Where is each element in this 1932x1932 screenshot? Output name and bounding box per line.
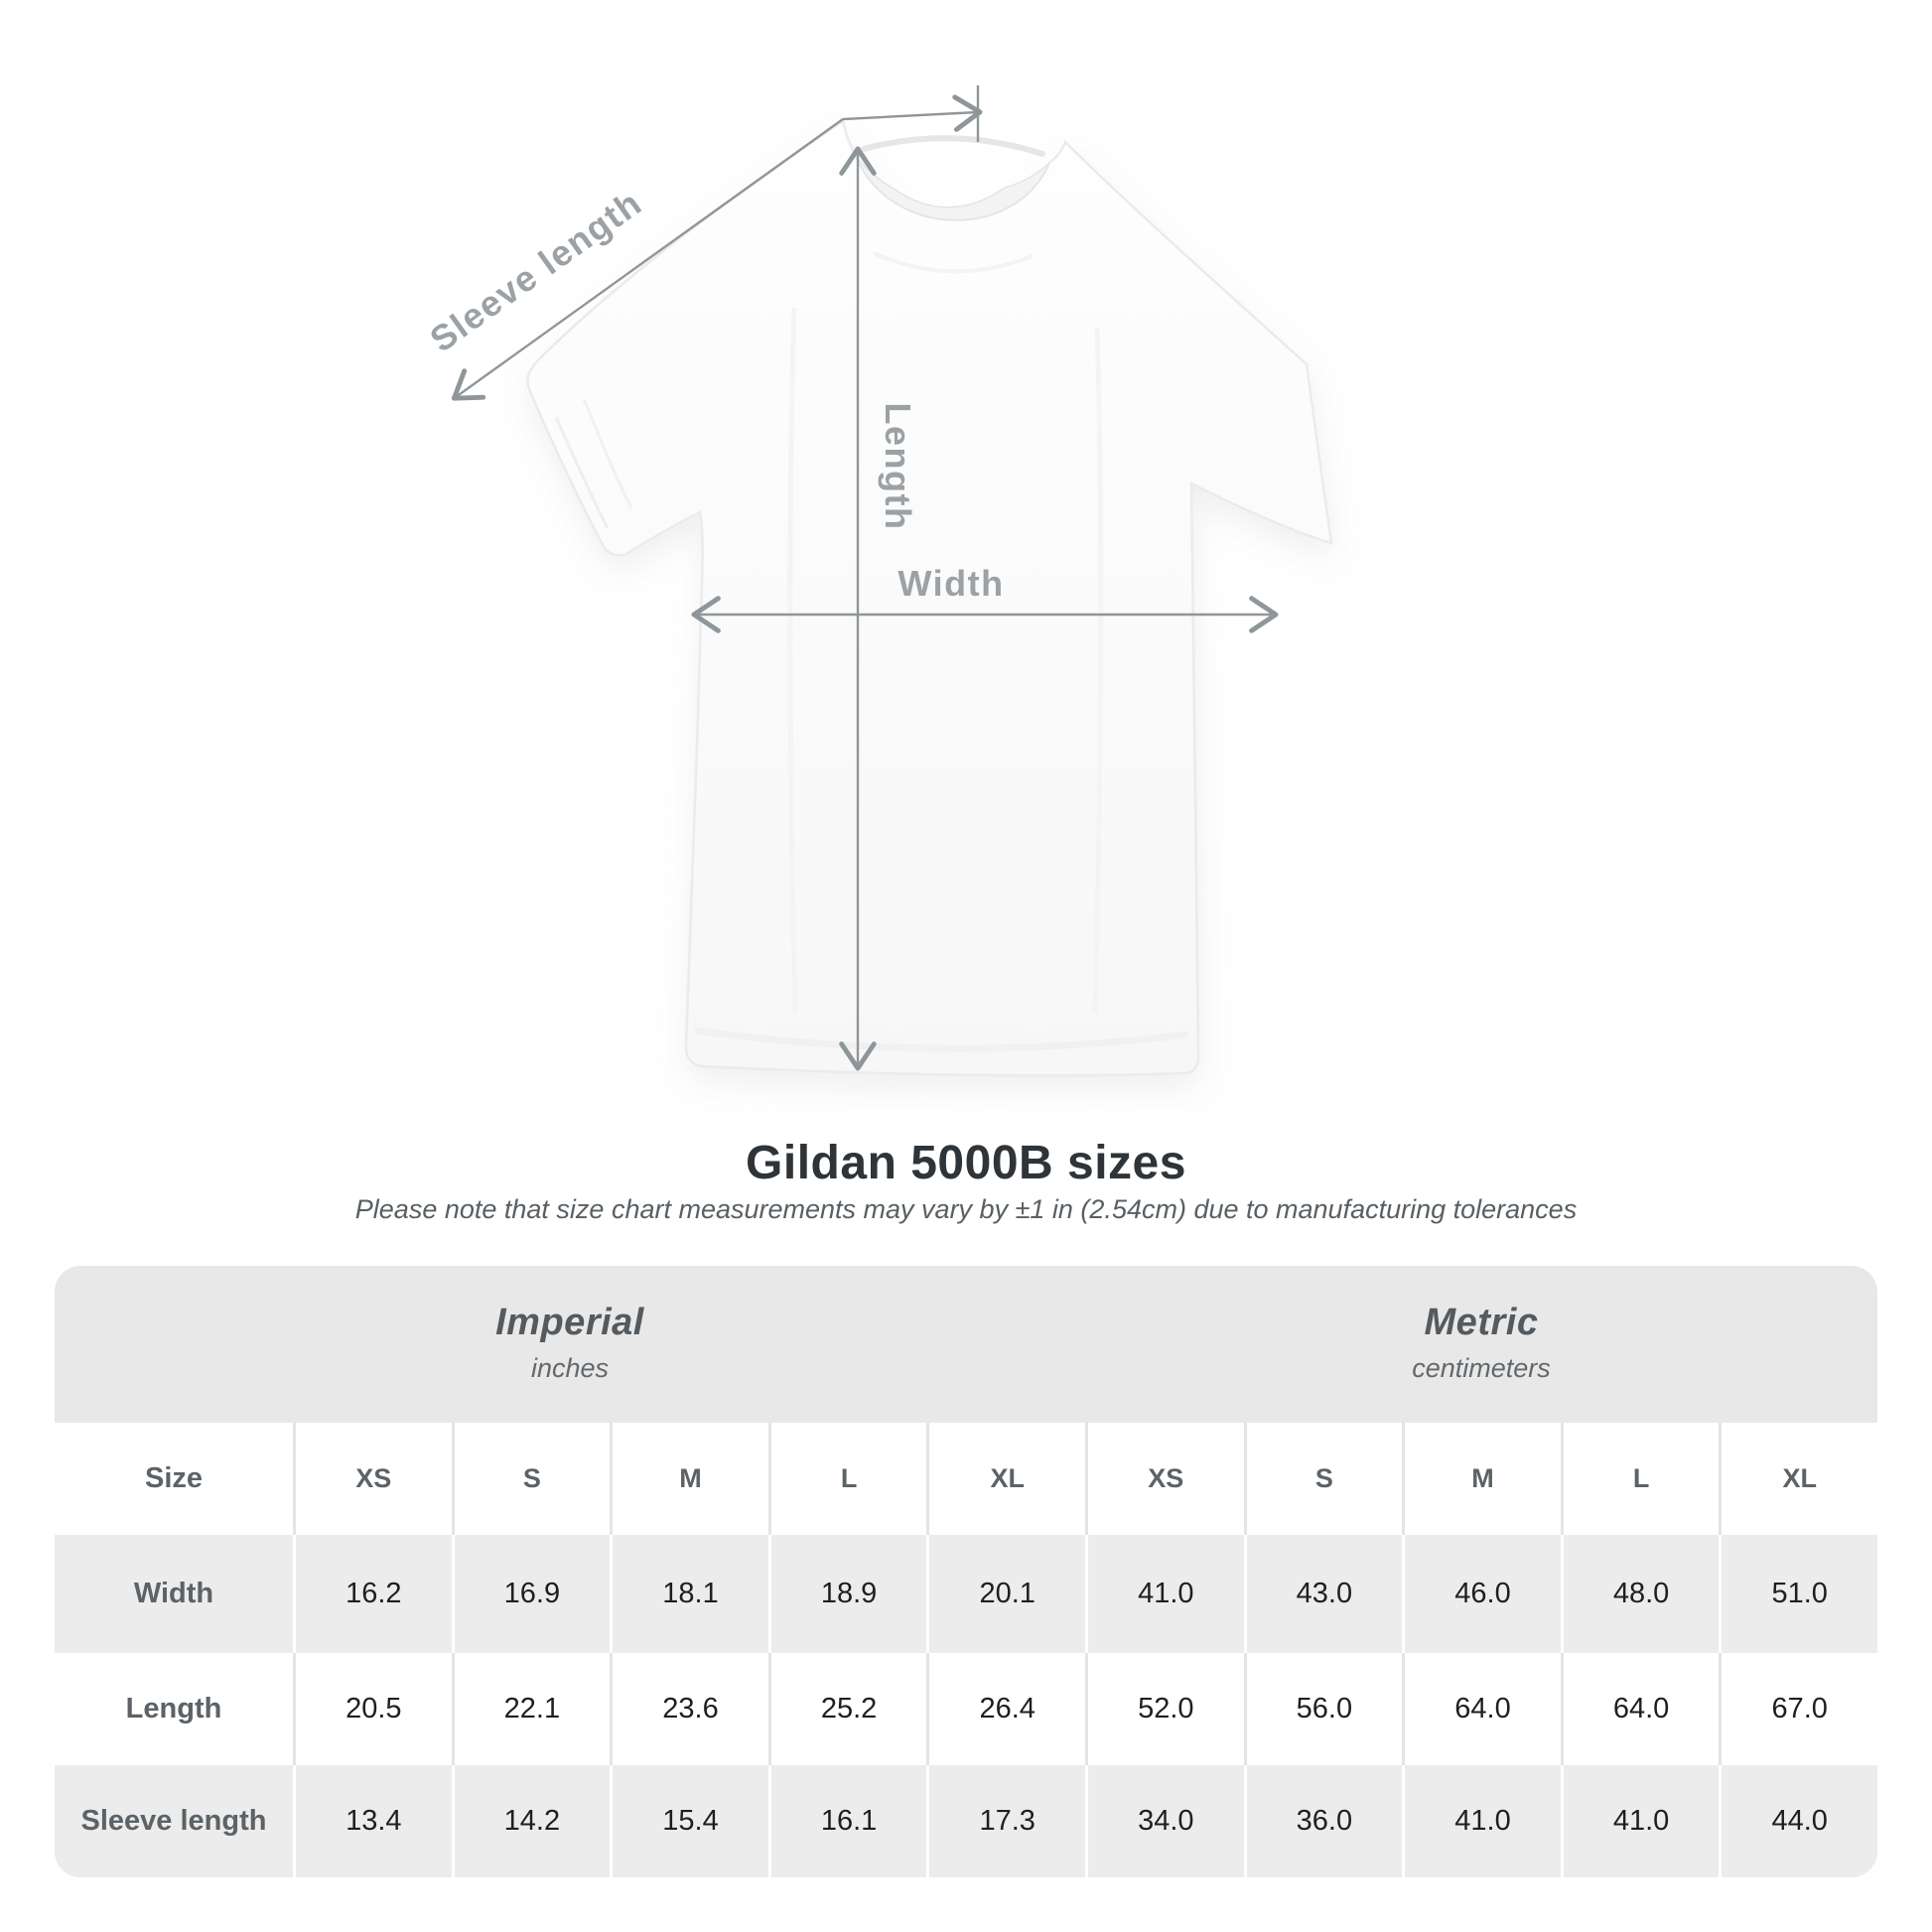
size-col-header: XS xyxy=(293,1423,452,1535)
value-cell: 48.0 xyxy=(1560,1535,1720,1653)
value-cell: 52.0 xyxy=(1085,1653,1244,1765)
size-col-header: L xyxy=(767,1423,927,1535)
value-cell: 16.2 xyxy=(293,1535,452,1653)
unit-group-unit: centimeters xyxy=(1412,1353,1551,1383)
unit-group-name: Imperial xyxy=(495,1302,644,1343)
tshirt-wrinkles xyxy=(554,251,1188,1052)
size-col-header: L xyxy=(1560,1423,1720,1535)
value-cell: 26.4 xyxy=(926,1653,1085,1765)
unit-group-imperial: Imperial inches xyxy=(55,1266,1085,1423)
size-col-header: M xyxy=(1402,1423,1561,1535)
page-title: Gildan 5000B sizes xyxy=(746,1137,1186,1189)
size-col-header: XS xyxy=(1085,1423,1244,1535)
value-cell: 46.0 xyxy=(1402,1535,1561,1653)
value-cell: 15.4 xyxy=(610,1765,768,1877)
measurement-annotations xyxy=(451,85,1279,1071)
unit-group-metric: Metric centimeters xyxy=(1085,1266,1877,1423)
table-row-sleeve-length: Sleeve length 13.4 14.2 15.4 16.1 17.3 3… xyxy=(55,1765,1877,1877)
value-cell: 51.0 xyxy=(1719,1535,1877,1653)
width-label: Width xyxy=(897,563,1004,604)
value-cell: 16.9 xyxy=(451,1535,611,1653)
value-cell: 20.1 xyxy=(926,1535,1085,1653)
value-cell: 16.1 xyxy=(767,1765,927,1877)
size-table: Imperial inches Metric centimeters Size … xyxy=(55,1266,1877,1877)
value-cell: 44.0 xyxy=(1719,1765,1877,1877)
value-cell: 43.0 xyxy=(1243,1535,1403,1653)
value-cell: 14.2 xyxy=(451,1765,611,1877)
tolerance-note: Please note that size chart measurements… xyxy=(354,1194,1578,1224)
size-col-header: XL xyxy=(926,1423,1085,1535)
value-cell: 20.5 xyxy=(293,1653,452,1765)
row-label: Width xyxy=(133,1578,214,1609)
tshirt-back-collar xyxy=(861,135,1045,157)
sleeve-length-line xyxy=(451,94,983,401)
value-cell: 36.0 xyxy=(1243,1765,1403,1877)
size-col-header: S xyxy=(1243,1423,1403,1535)
value-cell: 17.3 xyxy=(926,1765,1085,1877)
value-cell: 64.0 xyxy=(1560,1653,1720,1765)
value-cell: 13.4 xyxy=(293,1765,452,1877)
value-cell: 23.6 xyxy=(610,1653,768,1765)
size-header-row: Size XS S M L XL XS S M L XL xyxy=(55,1423,1877,1535)
value-cell: 18.1 xyxy=(610,1535,768,1653)
table-row-length: Length 20.5 22.1 23.6 25.2 26.4 52.0 56.… xyxy=(55,1653,1877,1765)
value-cell: 64.0 xyxy=(1402,1653,1561,1765)
value-cell: 56.0 xyxy=(1243,1653,1403,1765)
size-col-header: S xyxy=(451,1423,611,1535)
value-cell: 34.0 xyxy=(1085,1765,1244,1877)
tshirt-measurement-diagram: Sleeve length Length Width xyxy=(422,85,1333,1077)
length-label: Length xyxy=(878,403,918,531)
size-col-header: M xyxy=(610,1423,768,1535)
table-row-width: Width 16.2 16.9 18.1 18.9 20.1 41.0 43.0… xyxy=(55,1535,1877,1653)
value-cell: 18.9 xyxy=(767,1535,927,1653)
value-cell: 41.0 xyxy=(1402,1765,1561,1877)
size-col-header: XL xyxy=(1719,1423,1877,1535)
value-cell: 41.0 xyxy=(1085,1535,1244,1653)
size-header-label: Size xyxy=(144,1462,204,1494)
unit-group-unit: inches xyxy=(530,1353,610,1383)
row-label: Length xyxy=(125,1693,222,1725)
value-cell: 25.2 xyxy=(767,1653,927,1765)
row-label: Sleeve length xyxy=(80,1805,267,1837)
value-cell: 22.1 xyxy=(451,1653,611,1765)
value-cell: 41.0 xyxy=(1560,1765,1720,1877)
unit-band: Imperial inches Metric centimeters xyxy=(55,1266,1877,1423)
value-cell: 67.0 xyxy=(1719,1653,1877,1765)
unit-group-name: Metric xyxy=(1424,1302,1539,1343)
